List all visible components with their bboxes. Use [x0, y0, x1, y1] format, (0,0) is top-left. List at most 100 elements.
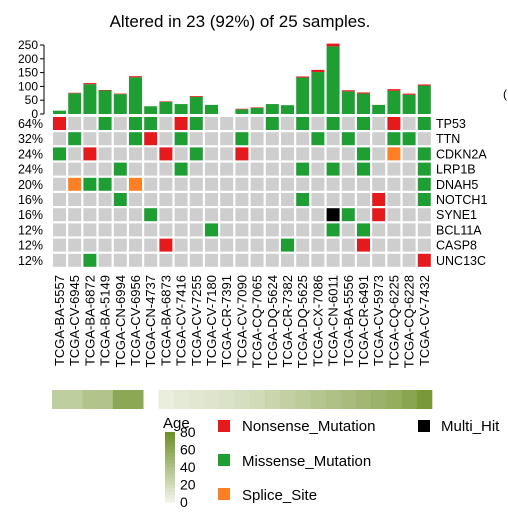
grid-cell-empty [159, 208, 173, 222]
grid-cell-empty [265, 193, 279, 206]
grid-cell-empty [174, 253, 188, 267]
grid-cell-empty [387, 193, 401, 206]
sample-label: TCGA-DQ-5624 [265, 275, 280, 368]
age-gradient-step [165, 439, 175, 443]
grid-cell-empty [220, 208, 234, 222]
grid-cell-missense [402, 132, 416, 146]
gene-name-label: TTN [436, 132, 460, 146]
grid-cell-empty [341, 253, 355, 267]
tmb-bar-nonsense [357, 92, 370, 94]
grid-cell-missense [98, 117, 112, 130]
grid-cell-empty [159, 117, 173, 130]
grid-cell-empty [83, 162, 97, 176]
tmb-bar-missense [53, 110, 66, 114]
tmb-bar-nonsense [250, 107, 264, 108]
grid-cell-nonsense [174, 117, 188, 130]
age-gradient-step [165, 474, 175, 478]
grid-cell-empty [53, 162, 66, 176]
grid-cell-empty [296, 238, 310, 252]
grid-cell-empty [129, 253, 142, 267]
grid-cell-missense [174, 162, 188, 176]
sample-label: TCGA-BA-6873 [158, 275, 173, 366]
grid-cell-empty [68, 208, 82, 222]
grid-cell-empty [281, 162, 294, 176]
grid-cell-missense [387, 132, 401, 146]
grid-cell-empty [98, 193, 112, 206]
grid-cell-empty [189, 223, 203, 237]
grid-cell-nonsense [144, 132, 158, 146]
grid-cell-empty [98, 208, 112, 222]
grid-cell-empty [417, 208, 431, 222]
age-gradient-step [165, 456, 175, 461]
grid-cell-empty [205, 177, 218, 191]
grid-cell-empty [113, 208, 127, 222]
grid-cell-empty [220, 238, 234, 252]
grid-cell-empty [357, 193, 370, 206]
age-cell [280, 390, 296, 409]
grid-cell-empty [311, 193, 325, 206]
mutation-legend: Nonsense_Mutation Multi_Hit Missense_Mutat… [218, 418, 500, 504]
sample-label: TCGA-BA-6872 [82, 275, 97, 366]
tmb-bar-missense [235, 109, 249, 114]
grid-cell-empty [144, 177, 158, 191]
grid-cell-empty [372, 147, 386, 161]
grid-cell-empty [144, 253, 158, 267]
grid-cell-empty [220, 162, 234, 176]
age-gradient-step [165, 495, 175, 499]
grid-cell-missense [417, 193, 431, 206]
grid-cell-empty [98, 162, 112, 176]
grid-cell-empty [53, 253, 66, 267]
grid-cell-empty [250, 208, 264, 222]
grid-cell-empty [113, 177, 127, 191]
grid-cell-empty [53, 238, 66, 252]
grid-cell-empty [189, 162, 203, 176]
grid-cell-splice [129, 177, 142, 191]
tmb-tick-label: 50 [25, 93, 39, 107]
legend-label-splice: Splice_Site [242, 487, 317, 504]
tmb-bar-missense [417, 85, 431, 114]
grid-cell-empty [311, 208, 325, 222]
grid-cell-empty [357, 208, 370, 222]
age-cell [219, 390, 235, 409]
grid-cell-empty [402, 162, 416, 176]
grid-cell-empty [220, 117, 234, 130]
gene-name-label: BCL11A [436, 223, 482, 237]
grid-cell-empty [341, 177, 355, 191]
grid-cell-empty [98, 147, 112, 161]
grid-cell-empty [296, 223, 310, 237]
age-legend-tick: 40 [180, 459, 196, 475]
grid-cell-empty [68, 193, 82, 206]
sample-label: TCGA-CN-6994 [113, 275, 128, 367]
age-gradient-step [165, 446, 175, 450]
grid-cell-empty [265, 177, 279, 191]
grid-cell-empty [250, 147, 264, 161]
age-cell [158, 390, 174, 409]
grid-cell-missense [129, 117, 142, 130]
grid-cell-empty [417, 223, 431, 237]
grid-cell-missense [113, 193, 127, 206]
grid-cell-empty [174, 193, 188, 206]
grid-cell-missense [68, 132, 82, 146]
grid-cell-empty [83, 238, 97, 252]
grid-cell-empty [311, 253, 325, 267]
grid-cell-empty [372, 238, 386, 252]
grid-cell-missense [205, 223, 218, 237]
tmb-bar-missense [113, 94, 127, 114]
grid-cell-empty [98, 238, 112, 252]
tmb-bar-nonsense [189, 96, 203, 97]
tmb-tick-label: 100 [18, 79, 38, 93]
grid-cell-nonsense [387, 117, 401, 130]
age-legend-tick: 80 [180, 424, 196, 440]
tmb-bar-missense [174, 104, 188, 114]
gene-name-label: CASP8 [436, 239, 477, 253]
grid-cell-empty [205, 238, 218, 252]
legend-label-nonsense: Nonsense_Mutation [242, 418, 375, 435]
gene-percent-label: 20% [18, 178, 43, 192]
tmb-bar-nonsense [402, 93, 416, 95]
grid-cell-empty [189, 238, 203, 252]
tmb-bar-nonsense [113, 93, 127, 95]
age-gradient-step [165, 484, 175, 489]
grid-cell-empty [372, 177, 386, 191]
age-cell [325, 390, 342, 409]
